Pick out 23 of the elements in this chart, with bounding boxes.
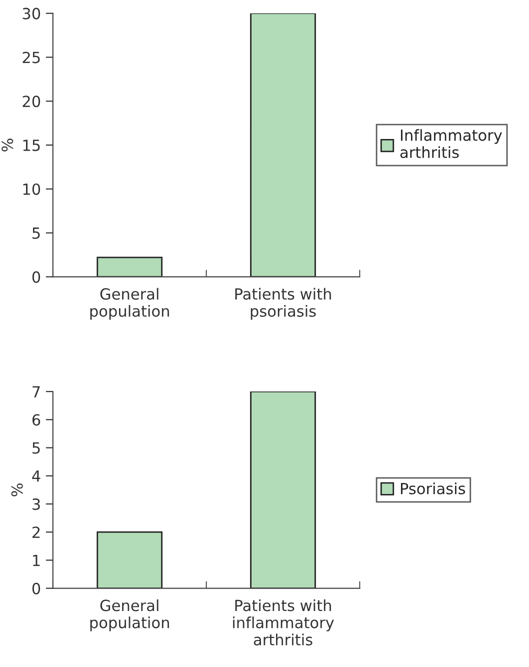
y-tick-label: 5 (32, 228, 40, 239)
y-tick-label: 30 (22, 8, 40, 20)
y-tick-label: 25 (22, 52, 40, 64)
y-tick-label: 0 (32, 582, 40, 594)
y-tick-label: 6 (32, 414, 40, 426)
y-tick-label: 10 (23, 183, 40, 196)
y-tick-label: 2 (32, 526, 40, 538)
y-tick-label: 7 (32, 386, 40, 398)
y-tick-label: 1 (33, 554, 40, 566)
y-tick-label: 4 (32, 470, 40, 482)
y-axis-title: % (2, 138, 14, 152)
x-tick-label: General population (90, 288, 169, 320)
y-tick-label: 15 (23, 140, 40, 152)
legend-label: Psoriasis (400, 482, 466, 494)
y-tick-label: 20 (22, 96, 40, 108)
y-axis-title: % (11, 483, 23, 496)
y-tick-label: 5 (32, 442, 40, 454)
legend-label: Inflammatory arthritis (400, 129, 502, 158)
x-tick-label: General population (90, 599, 169, 632)
x-tick-label: Patients with psoriasis (235, 288, 331, 320)
y-tick-label: 0 (32, 271, 40, 283)
y-tick-label: 3 (32, 498, 40, 510)
x-tick-label: Patients with inflammatory arthritis (233, 599, 334, 646)
